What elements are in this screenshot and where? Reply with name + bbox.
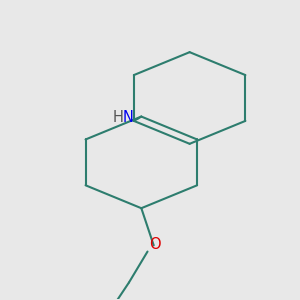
- Text: H: H: [113, 110, 124, 125]
- Text: O: O: [149, 237, 161, 252]
- Text: N: N: [123, 110, 134, 125]
